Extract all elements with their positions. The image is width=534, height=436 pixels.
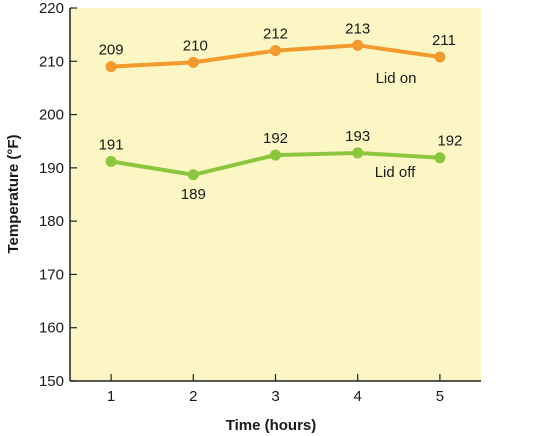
data-label: 211	[432, 32, 456, 49]
data-label: 189	[181, 186, 206, 203]
data-point	[187, 56, 199, 68]
x-tick-label: 4	[354, 388, 362, 405]
y-tick-label: 200	[39, 107, 64, 124]
y-axis-ticks: 150 160 170 180 190 200 210 220	[39, 0, 77, 390]
x-tick-label: 1	[107, 388, 115, 405]
data-point	[187, 169, 199, 181]
x-axis-title: Time (hours)	[226, 417, 317, 434]
y-tick-label: 180	[39, 213, 64, 230]
x-axis-ticks: 1 2 3 4 5	[107, 374, 444, 405]
x-tick-label: 3	[271, 388, 279, 405]
data-label: 209	[99, 42, 124, 59]
x-tick-label: 5	[436, 388, 444, 405]
y-axis-title: Temperature (°F)	[5, 134, 22, 253]
data-point	[270, 149, 281, 161]
data-label: 213	[345, 20, 370, 37]
series-lid-on: 209 210 212 213 211 Lid on	[99, 20, 456, 87]
data-label: 192	[263, 130, 288, 147]
data-label: 210	[183, 37, 208, 54]
data-point	[105, 155, 117, 167]
data-point	[434, 152, 446, 164]
data-point	[105, 61, 117, 73]
series-lid-off: 191 189 192 193 192 Lid off	[99, 128, 463, 203]
data-label: 193	[345, 128, 370, 145]
data-label: 191	[99, 136, 124, 153]
y-tick-label: 210	[39, 53, 64, 70]
data-label: 212	[263, 26, 288, 43]
data-label: 192	[437, 133, 462, 150]
plot-background	[70, 8, 481, 381]
data-point	[270, 45, 281, 57]
y-tick-label: 150	[39, 373, 64, 390]
series-layer: 209 210 212 213 211 Lid on 191 189 192 193 192 Lid …	[99, 20, 463, 202]
data-point	[434, 51, 446, 63]
series-name-label: Lid off	[375, 164, 416, 181]
y-tick-label: 170	[39, 266, 64, 283]
data-point	[352, 147, 364, 159]
data-point	[352, 39, 364, 51]
y-tick-label: 220	[39, 0, 64, 17]
x-tick-label: 2	[189, 388, 197, 405]
series-name-label: Lid on	[376, 70, 417, 87]
y-tick-label: 190	[39, 160, 64, 177]
y-tick-label: 160	[39, 320, 64, 337]
